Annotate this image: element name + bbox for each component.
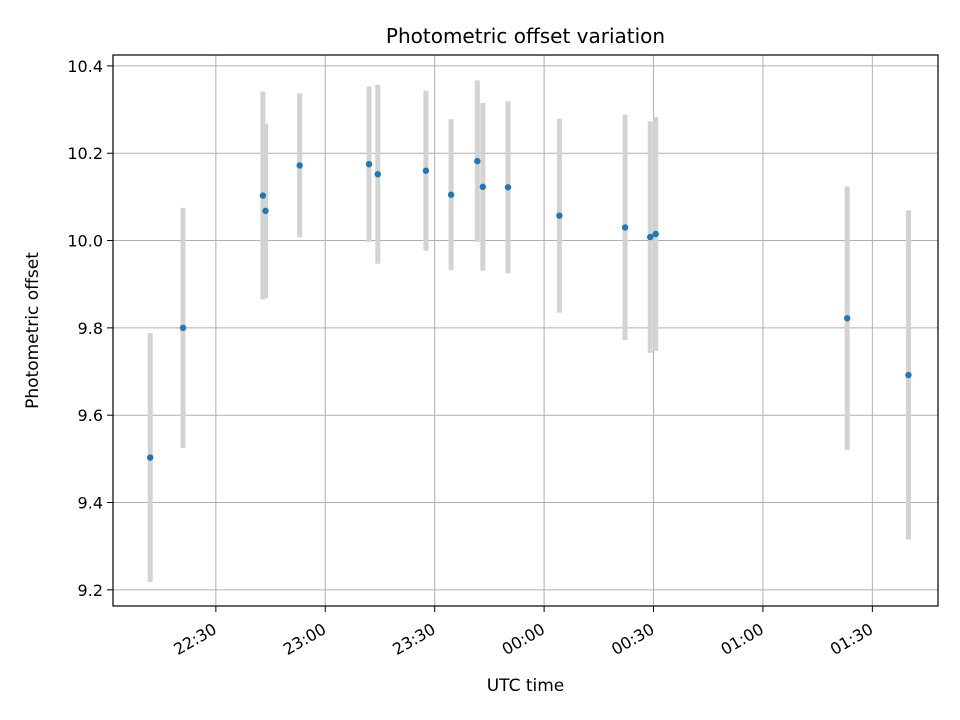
data-point	[479, 183, 487, 191]
y-tick-label: 10.0	[67, 232, 103, 251]
data-point	[296, 162, 303, 169]
data-point	[447, 191, 455, 198]
data-point	[652, 230, 659, 238]
data-point	[474, 157, 481, 165]
y-tick-label: 9.2	[78, 581, 103, 600]
y-tick-label: 9.8	[78, 319, 103, 338]
y-axis-label: Photometric offset	[23, 252, 43, 409]
data-point	[262, 207, 269, 215]
data-point	[147, 454, 154, 461]
data-point	[179, 324, 187, 332]
data-point	[374, 170, 381, 178]
plot-area	[113, 55, 938, 606]
y-axis-ticks: 9.2 9.4 9.6 9.8 10.0 10.2 10.4	[67, 57, 113, 600]
data-point	[259, 192, 267, 199]
x-axis-label: UTC time	[487, 676, 565, 696]
chart-title: Photometric offset variation	[386, 24, 665, 48]
data-point	[556, 212, 563, 219]
data-point	[647, 233, 654, 241]
y-tick-label: 10.4	[67, 57, 103, 76]
data-point	[905, 371, 912, 379]
y-tick-label: 10.2	[67, 144, 103, 163]
grid	[113, 55, 938, 606]
y-tick-label: 9.6	[78, 406, 103, 425]
data-points	[147, 157, 912, 461]
data-point	[365, 160, 373, 168]
y-tick-label: 9.4	[78, 494, 103, 513]
data-point	[422, 167, 430, 174]
data-point	[843, 315, 851, 322]
data-point	[621, 224, 629, 231]
data-point	[504, 184, 512, 191]
plot-frame	[112, 54, 939, 607]
